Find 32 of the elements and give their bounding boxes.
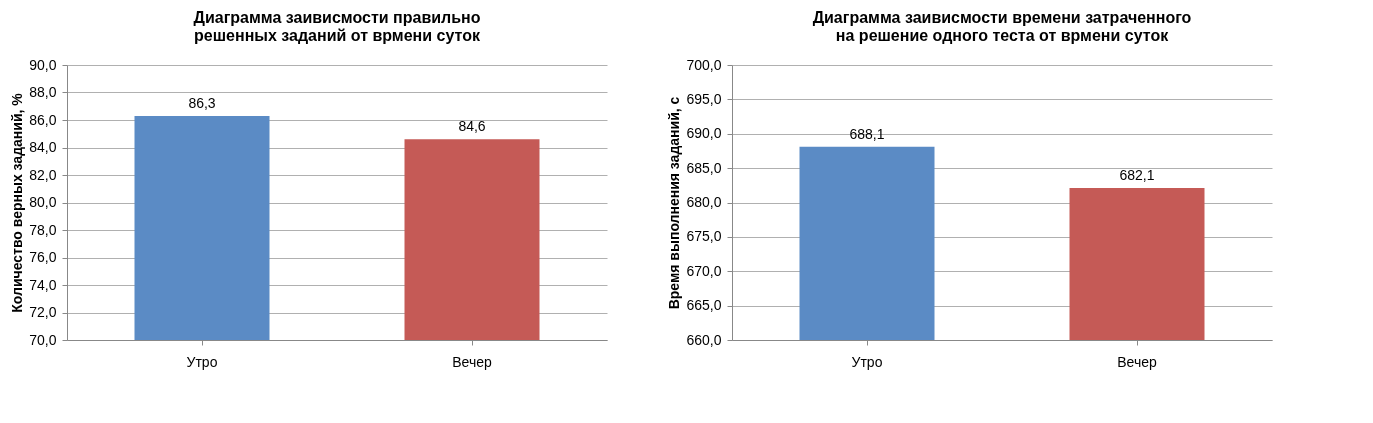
y-tick-label: 76,0 [29,249,57,265]
y-tick-label: 695,0 [686,90,722,107]
data-label: 84,6 [458,118,486,135]
x-tick-label: Вечер [452,353,492,370]
y-tick-label: 680,0 [686,194,722,210]
data-label: 682,1 [1119,167,1155,184]
y-tick-label: 74,0 [29,276,57,293]
y-axis-title: Количество верных заданий, % [9,92,26,313]
y-tick-label: 670,0 [686,262,722,279]
y-tick-label: 675,0 [686,228,722,245]
y-tick-label: 72,0 [29,304,57,320]
y-tick-label: 82,0 [29,166,57,183]
x-tick-label: Утро [851,353,883,370]
chart-title: Диаграмма заивисмости правильно решенных заданий от врмени суток [193,9,481,44]
chart-title: Диаграмма заивисмости времени затраченного на решение одного теста от врмени суток [812,9,1192,44]
y-tick-label: 665,0 [686,297,722,314]
y-tick-label: 690,0 [686,125,722,142]
y-tick-label: 86,0 [29,111,57,128]
data-label: 688,1 [849,125,885,142]
data-label: 86,3 [188,94,216,111]
y-tick-label: 700,0 [686,56,722,73]
y-tick-label: 70,0 [29,331,57,348]
y-tick-label: 660,0 [686,331,722,348]
y-tick-label: 84,0 [29,139,57,155]
y-tick-label: 90,0 [29,56,57,73]
y-tick-label: 685,0 [686,159,722,176]
y-tick-label: 78,0 [29,221,57,238]
y-tick-label: 88,0 [29,84,57,100]
x-tick-label: Вечер [1117,353,1157,370]
y-axis-title: Время выполнения заданий, с [666,96,683,310]
y-tick-label: 80,0 [29,194,57,210]
x-tick-label: Утро [186,353,218,370]
